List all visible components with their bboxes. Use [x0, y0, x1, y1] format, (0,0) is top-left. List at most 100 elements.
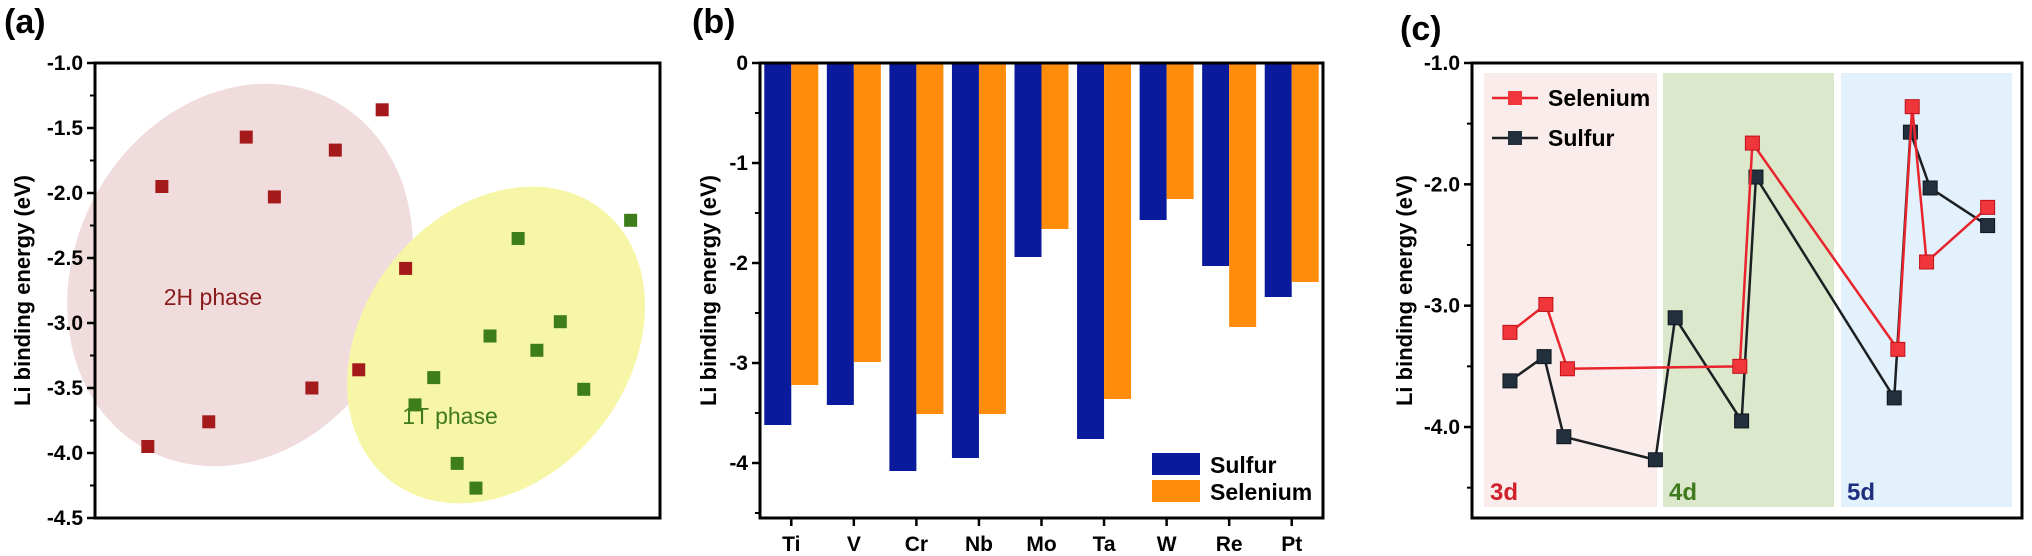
marker-selenium: [1538, 296, 1554, 312]
point-1t: [450, 456, 464, 470]
region-band-5d: [1841, 73, 2012, 507]
y-axis-label: Li binding energy (eV): [1392, 175, 1417, 406]
point-2h: [399, 261, 413, 275]
point-1t: [427, 371, 441, 385]
ellipse-1t: [347, 186, 645, 504]
bar-sulfur: [951, 63, 979, 458]
bar-sulfur: [1139, 63, 1167, 220]
y-tick-label: -2.5: [47, 247, 84, 270]
marker-sulfur: [1667, 310, 1683, 326]
marker-sulfur: [1748, 169, 1764, 185]
point-2h: [239, 130, 253, 144]
bar-selenium: [791, 63, 819, 385]
marker-sulfur: [1556, 429, 1572, 445]
bar-sulfur: [1077, 63, 1105, 439]
panel-b-label: (b): [692, 3, 735, 41]
point-1t: [577, 382, 591, 396]
marker-selenium: [1980, 199, 1996, 215]
point-2h: [352, 363, 366, 377]
bar-sulfur: [1014, 63, 1042, 257]
y-tick-label: -2.0: [47, 182, 83, 205]
x-tick-label: Cr: [905, 533, 928, 556]
marker-sulfur: [1502, 373, 1518, 389]
y-tick-label: -2.0: [1424, 173, 1460, 196]
bar-selenium: [1166, 63, 1194, 199]
bar-selenium: [1041, 63, 1069, 229]
bar-selenium: [978, 63, 1006, 414]
point-1t: [624, 213, 638, 227]
point-1t: [530, 343, 544, 357]
marker-sulfur: [1922, 180, 1938, 196]
y-tick-label: -1: [729, 152, 748, 175]
legend-marker-selenium: [1508, 91, 1522, 105]
x-tick-label: Pt: [1281, 533, 1302, 556]
marker-selenium: [1744, 135, 1760, 151]
marker-selenium: [1732, 358, 1748, 374]
point-2h: [375, 103, 389, 117]
point-1t: [469, 481, 483, 495]
point-1t: [408, 398, 422, 412]
y-tick-label: -4: [729, 452, 748, 475]
point-2h: [155, 180, 169, 193]
marker-sulfur: [1536, 349, 1552, 365]
y-tick-label: -1.5: [47, 117, 84, 140]
region-label-5d: 5d: [1847, 479, 1875, 506]
marker-sulfur: [1734, 413, 1750, 429]
marker-sulfur: [1886, 390, 1902, 406]
panel-a: (a)-1.0 -1.5 -2.0 -2.5 -3.0 -3.5 -4.0 -4.5 Li bi…: [4, 3, 662, 530]
x-tick-label: V: [847, 533, 861, 556]
group-label-2h: 2H phase: [164, 284, 262, 310]
legend-label-selenium: Selenium: [1210, 479, 1312, 505]
marker-selenium: [1919, 254, 1935, 270]
marker-selenium: [1502, 324, 1518, 340]
marker-selenium: [1904, 99, 1920, 115]
panel-a-label: (a): [4, 3, 46, 41]
x-tick-label: Nb: [965, 533, 993, 556]
point-2h: [267, 190, 281, 204]
point-1t: [511, 232, 525, 245]
bar-sulfur: [826, 63, 854, 405]
y-tick-label: -4.5: [47, 507, 84, 530]
point-2h: [305, 381, 319, 395]
bar-selenium: [853, 63, 881, 362]
x-tick-label: Mo: [1026, 533, 1056, 556]
y-tick-label: -3.0: [47, 312, 83, 335]
ellipse-2h: [67, 83, 413, 467]
legend-label-selenium: Selenium: [1548, 85, 1650, 111]
marker-selenium: [1890, 341, 1906, 357]
y-tick-label: -4.0: [47, 442, 83, 465]
y-tick-label: 0: [736, 52, 748, 75]
point-2h: [328, 143, 342, 157]
y-tick-label: -2: [729, 252, 748, 275]
y-tick-label: -3.5: [47, 377, 84, 400]
legend-label-sulfur: Sulfur: [1548, 125, 1614, 151]
bar-sulfur: [889, 63, 917, 471]
y-axis-label: Li binding energy (eV): [10, 175, 35, 406]
bar-sulfur: [1264, 63, 1292, 297]
panel-c: (c) 3d 4d 5d -1.0 -2.0 -3.0 -4.0 Li binding ener…: [1392, 10, 2024, 520]
point-1t: [553, 315, 567, 329]
marker-selenium: [1559, 361, 1575, 377]
y-axis-label: Li binding energy (eV): [696, 175, 721, 406]
panel-b-frame: [758, 61, 1325, 520]
point-2h: [202, 415, 216, 429]
y-tick-label: -3: [729, 352, 748, 375]
bar-selenium: [1229, 63, 1257, 327]
marker-sulfur: [1647, 452, 1663, 468]
x-tick-label: W: [1157, 533, 1177, 556]
point-1t: [483, 329, 497, 343]
panel-c-frame: [1470, 61, 2024, 520]
marker-sulfur: [1980, 218, 1996, 234]
point-2h: [141, 440, 155, 453]
panel-b: (b) Ti V Cr Nb Mo Ta W Re Pt 0 -1 -2 -3 -4 Li binding e…: [692, 3, 1325, 556]
legend-label-sulfur: Sulfur: [1210, 452, 1276, 478]
y-tick-label: -1.0: [1424, 52, 1460, 75]
region-label-4d: 4d: [1669, 479, 1697, 506]
y-tick-label: -1.0: [47, 52, 83, 75]
x-tick-label: Ti: [782, 533, 800, 556]
bar-sulfur: [1202, 63, 1230, 266]
x-tick-label: Re: [1216, 533, 1243, 556]
legend-swatch-selenium: [1152, 480, 1200, 502]
bar-selenium: [916, 63, 944, 414]
